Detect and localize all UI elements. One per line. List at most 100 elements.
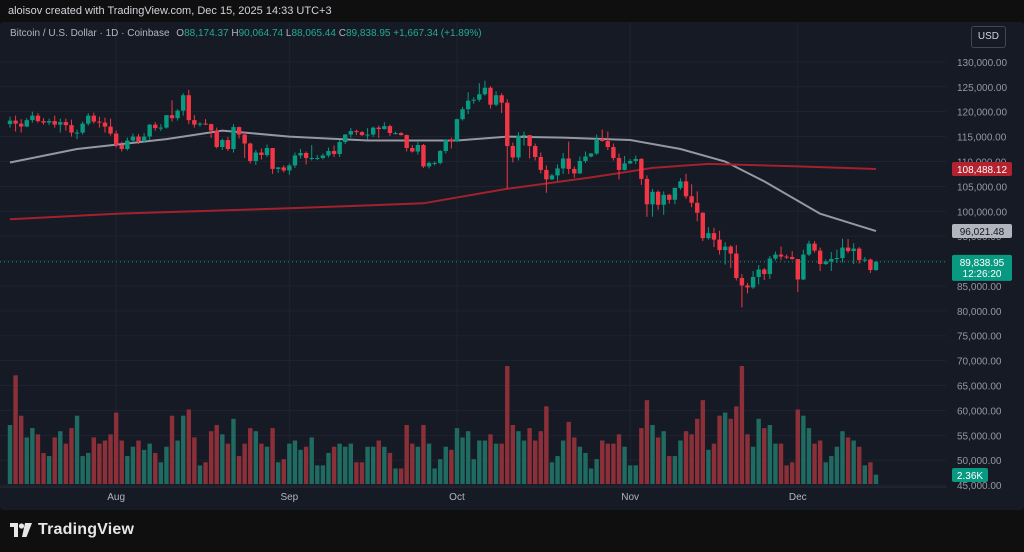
candle — [622, 163, 627, 170]
candle — [30, 115, 35, 121]
volume-bar — [13, 375, 18, 484]
candle — [583, 156, 588, 161]
candle — [801, 254, 806, 280]
candle — [359, 132, 365, 136]
high-value: 90,064.74 — [238, 28, 284, 39]
volume-bar — [527, 428, 532, 484]
candle — [499, 95, 504, 103]
candle — [795, 259, 800, 280]
moving-average-200-line — [9, 162, 877, 221]
candle — [58, 122, 63, 125]
candle — [432, 162, 437, 164]
volume-bar — [532, 440, 538, 484]
volume-bar — [499, 443, 504, 484]
candle — [840, 247, 845, 259]
volume-bar — [572, 437, 577, 484]
currency-button[interactable]: USD — [970, 26, 1006, 48]
candle — [834, 258, 840, 260]
volume-bar — [711, 443, 717, 484]
volume-bar — [136, 440, 141, 484]
volume-bar — [169, 415, 175, 484]
brand-name: TradingView — [38, 521, 135, 538]
volume-bar — [382, 446, 387, 484]
volume-bar — [181, 415, 186, 484]
volume-bar — [197, 465, 203, 484]
candle — [370, 127, 376, 135]
tradingview-logo[interactable]: TradingView — [10, 519, 134, 541]
symbol-legend[interactable]: Bitcoin / U.S. Dollar · 1D · Coinbase O8… — [10, 28, 482, 39]
low-value: 88,065.44 — [291, 28, 336, 39]
candle — [532, 146, 538, 157]
volume-bar — [555, 456, 560, 484]
low-label: L — [285, 28, 292, 39]
volume-bar — [113, 412, 119, 484]
candle — [443, 139, 448, 152]
volume-bar — [259, 443, 264, 484]
candle — [616, 157, 622, 170]
candle — [728, 246, 733, 254]
volume-bar — [460, 437, 465, 484]
volume-bar — [482, 440, 488, 484]
volume-bar — [454, 428, 460, 484]
volume-bar — [248, 428, 253, 484]
candle — [678, 181, 683, 188]
candle — [393, 133, 398, 135]
candle — [482, 87, 488, 95]
volume-bar — [404, 425, 409, 484]
candle — [387, 126, 393, 134]
last-price-label: 89,838.95 — [960, 258, 1005, 269]
candle — [588, 153, 594, 157]
candle — [689, 196, 694, 203]
candle — [845, 247, 851, 252]
open-value: 88,174.37 — [184, 28, 229, 39]
candle — [225, 140, 231, 150]
volume-bar — [627, 465, 633, 484]
volume-bar — [264, 446, 270, 484]
price-axis-label: 45,000.00 — [957, 481, 1002, 492]
close-value: 89,838.95 — [345, 28, 391, 39]
candle — [365, 134, 370, 136]
volume-bar — [622, 446, 627, 484]
candle — [633, 158, 638, 161]
volume-bar — [102, 440, 108, 484]
volume-bar — [868, 462, 873, 484]
top-bar: aloisov created with TradingView.com, De… — [0, 0, 1024, 22]
candle — [706, 233, 711, 239]
candle — [823, 261, 828, 265]
volume-bar — [320, 465, 326, 484]
volume-bar — [549, 462, 555, 484]
volume-bar — [220, 434, 225, 484]
volume-bar — [845, 437, 851, 484]
volume-bar — [616, 434, 622, 484]
candle — [560, 158, 566, 169]
candle — [639, 158, 644, 179]
candle — [214, 130, 219, 148]
volume-bar — [577, 446, 583, 484]
tradingview-logo-icon — [10, 523, 32, 537]
volume-bar — [762, 428, 767, 484]
candle — [158, 127, 164, 129]
volume-bar — [544, 406, 549, 484]
volume-bar — [354, 462, 359, 484]
candle — [600, 139, 605, 142]
volume-bar — [97, 443, 102, 484]
candle — [264, 148, 270, 155]
volume-bar — [270, 428, 275, 484]
volume-bar — [789, 462, 795, 484]
candle — [197, 123, 203, 125]
candle — [287, 165, 292, 171]
volume-bar — [125, 456, 130, 484]
price-chart[interactable]: 130,000.00 125,000.00 120,000.00 115,000.00… — [0, 22, 1024, 510]
candle — [521, 135, 527, 137]
volume-bar — [583, 452, 588, 484]
candle — [655, 191, 661, 205]
chart-panel[interactable]: 130,000.00 125,000.00 120,000.00 115,000.00… — [0, 22, 1024, 510]
volume-bar — [18, 415, 24, 484]
candle — [376, 127, 381, 130]
volume-bar — [639, 428, 644, 484]
volume-bar — [538, 431, 543, 484]
candle — [750, 276, 756, 288]
volume-bar — [560, 440, 566, 484]
volume-bar — [840, 431, 845, 484]
volume-bar — [505, 366, 510, 484]
